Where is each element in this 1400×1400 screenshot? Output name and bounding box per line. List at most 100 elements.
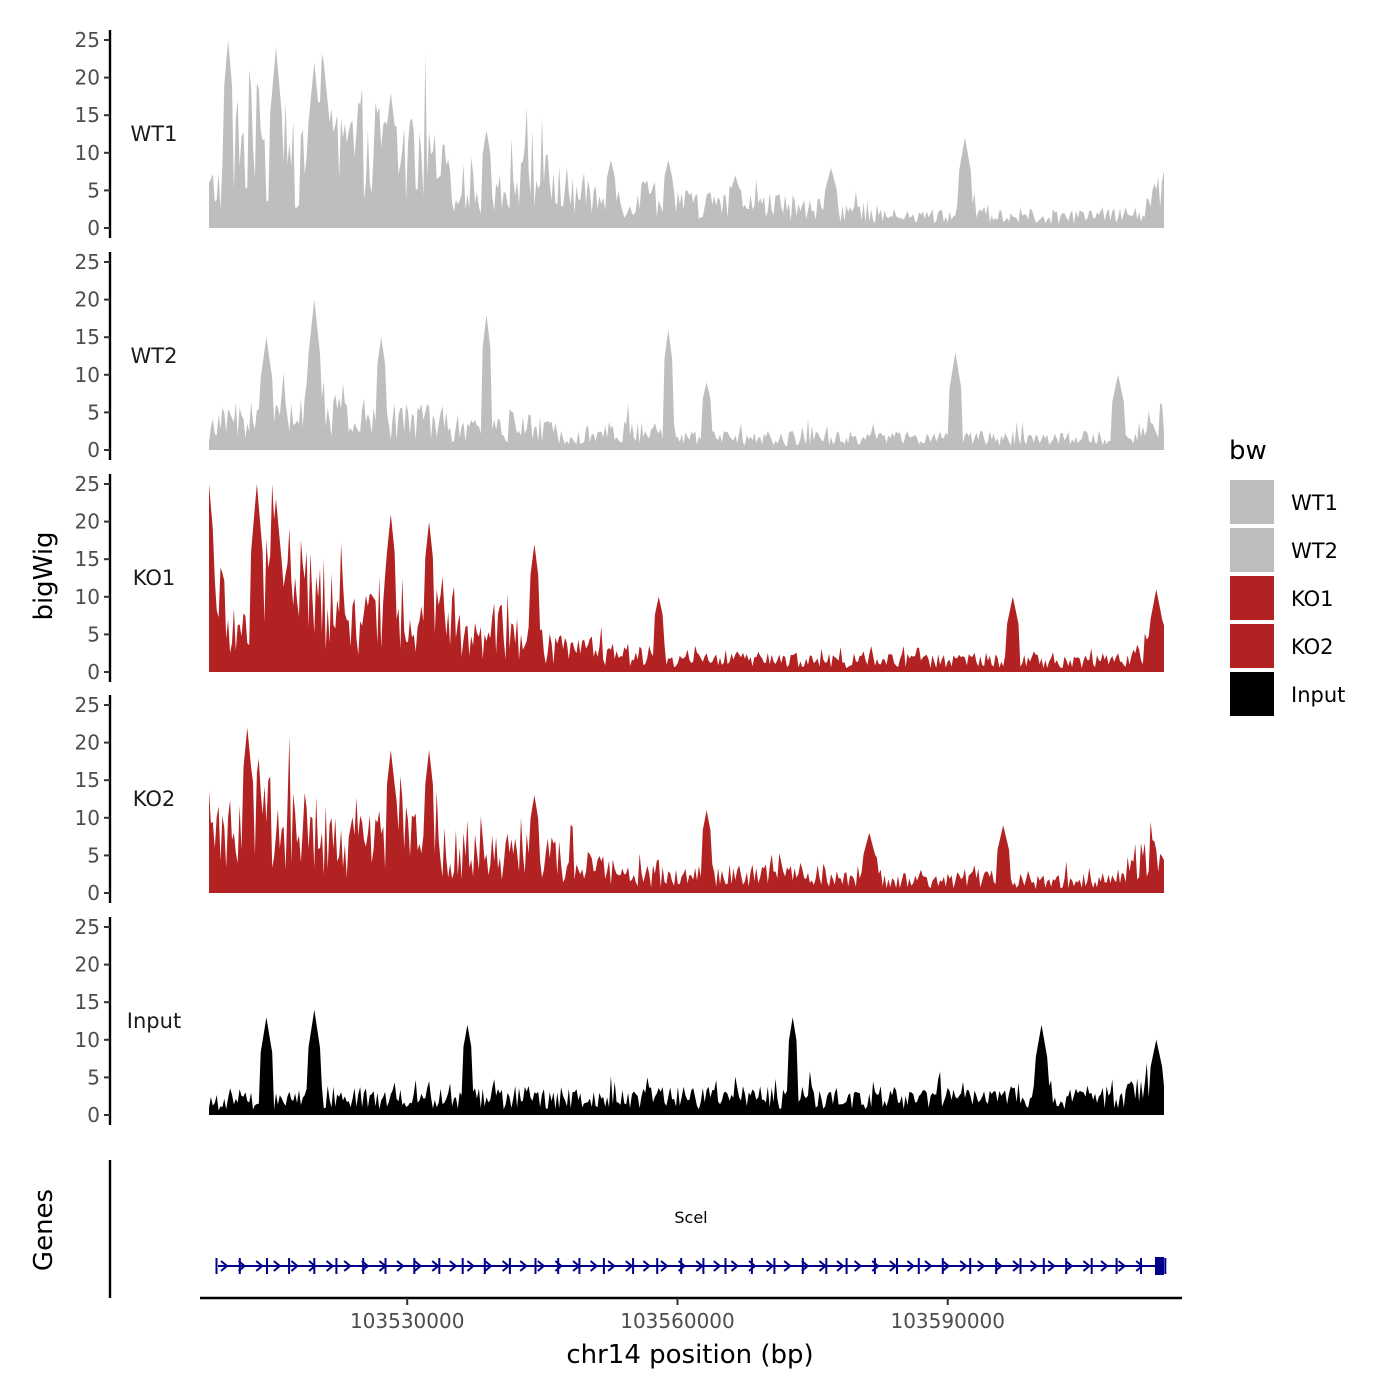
strand-arrow <box>1082 1260 1091 1272</box>
exon <box>578 1258 581 1274</box>
y-tick-label: 15 <box>75 103 100 127</box>
strand-arrow <box>325 1260 335 1272</box>
y-tick-label: 25 <box>75 693 100 717</box>
exon <box>1140 1258 1142 1274</box>
strand-arrow <box>924 1260 933 1272</box>
exon <box>825 1258 828 1274</box>
y-tick-label: 20 <box>75 66 100 90</box>
y-tick-label: 0 <box>87 438 100 462</box>
y-tick-label: 0 <box>87 216 100 240</box>
y-tick-label: 0 <box>87 881 100 905</box>
x-axis-title: chr14 position (bp) <box>566 1340 813 1370</box>
y-tick-label: 20 <box>75 953 100 977</box>
y-tick-label: 10 <box>75 141 100 165</box>
genes-panel: Scel <box>108 1160 1167 1298</box>
x-tick-label: 103560000 <box>620 1309 735 1333</box>
y-tick-label: 5 <box>87 843 100 867</box>
y-tick-label: 20 <box>75 288 100 312</box>
legend-label: WT2 <box>1291 539 1338 563</box>
strand-arrow <box>290 1260 299 1272</box>
track-wt1: 0 5 10 15 20 25 WT1 <box>75 28 1164 240</box>
strand-arrow <box>273 1260 282 1272</box>
legend-entry-wt1: WT1 <box>1230 480 1338 524</box>
y-tick-label: 20 <box>75 731 100 755</box>
exon <box>1164 1258 1167 1274</box>
y-tick-label: 15 <box>75 325 100 349</box>
exon <box>288 1258 291 1274</box>
exon <box>941 1258 944 1274</box>
y-tick-label: 15 <box>75 990 100 1014</box>
strand-arrow <box>220 1260 229 1272</box>
legend-swatch <box>1230 624 1274 668</box>
strand-arrow <box>660 1260 669 1272</box>
strand-arrow <box>783 1260 792 1272</box>
exon <box>873 1258 876 1274</box>
legend-label: KO1 <box>1291 587 1334 611</box>
exon <box>362 1258 365 1274</box>
exon <box>845 1258 848 1274</box>
gene-label: Scel <box>674 1208 707 1227</box>
x-axis: 103530000 103560000 103590000 <box>200 1296 1182 1333</box>
x-tick-label: 103530000 <box>350 1309 465 1333</box>
strand-arrow <box>589 1260 599 1272</box>
track-input: 0 5 10 15 20 25 Input <box>75 915 1164 1127</box>
strand-arrow <box>396 1260 405 1272</box>
strand-arrow <box>642 1260 651 1272</box>
genes-track-title: Genes <box>29 1189 59 1271</box>
y-tick-label: 25 <box>75 915 100 939</box>
strand-arrow <box>994 1260 1003 1272</box>
legend-swatch <box>1230 672 1274 716</box>
exon <box>384 1258 387 1274</box>
coverage-area-input <box>209 1009 1164 1115</box>
y-tick-label: 25 <box>75 472 100 496</box>
exon <box>969 1258 972 1274</box>
strand-arrow <box>537 1260 546 1272</box>
legend-swatch <box>1230 576 1274 620</box>
y-tick-label: 5 <box>87 178 100 202</box>
strand-arrow <box>501 1260 511 1272</box>
track-label: KO1 <box>133 566 176 590</box>
track-label: Input <box>127 1009 181 1033</box>
x-tick-label: 103590000 <box>890 1309 1005 1333</box>
exon <box>602 1258 605 1274</box>
strand-arrow <box>431 1260 440 1272</box>
strand-arrow <box>519 1260 528 1272</box>
strand-arrow <box>1029 1260 1039 1272</box>
exon <box>335 1258 338 1274</box>
strand-arrow <box>413 1260 423 1272</box>
exon <box>1065 1258 1068 1274</box>
y-tick-label: 5 <box>87 1065 100 1089</box>
exon <box>461 1258 464 1274</box>
strand-arrow <box>607 1260 616 1272</box>
legend-entry-wt2: WT2 <box>1230 528 1338 572</box>
y-tick-label: 25 <box>75 28 100 52</box>
strand-arrow <box>695 1260 704 1272</box>
y-tick-label: 10 <box>75 363 100 387</box>
strand-arrow <box>255 1260 264 1272</box>
exon <box>995 1258 998 1274</box>
y-tick-label: 0 <box>87 1103 100 1127</box>
exon <box>1090 1258 1093 1274</box>
legend-label: WT1 <box>1291 491 1338 515</box>
exon <box>917 1258 920 1274</box>
y-tick-label: 15 <box>75 547 100 571</box>
strand-arrow <box>836 1260 845 1272</box>
exon <box>773 1258 776 1274</box>
y-tick-label: 25 <box>75 250 100 274</box>
strand-arrow <box>906 1260 915 1272</box>
strand-arrow <box>959 1260 968 1272</box>
track-label: KO2 <box>133 787 176 811</box>
strand-arrow <box>730 1260 739 1272</box>
coverage-area-ko2 <box>209 727 1164 893</box>
exon <box>508 1258 511 1274</box>
exon <box>896 1258 898 1274</box>
y-tick-label: 15 <box>75 768 100 792</box>
strand-arrow <box>713 1260 722 1272</box>
y-tick-label: 5 <box>87 622 100 646</box>
legend-entry-ko1: KO1 <box>1230 576 1334 620</box>
exon <box>238 1258 241 1274</box>
coverage-area-wt1 <box>209 40 1164 228</box>
legend-title: bw <box>1229 436 1267 466</box>
exon <box>632 1258 635 1274</box>
